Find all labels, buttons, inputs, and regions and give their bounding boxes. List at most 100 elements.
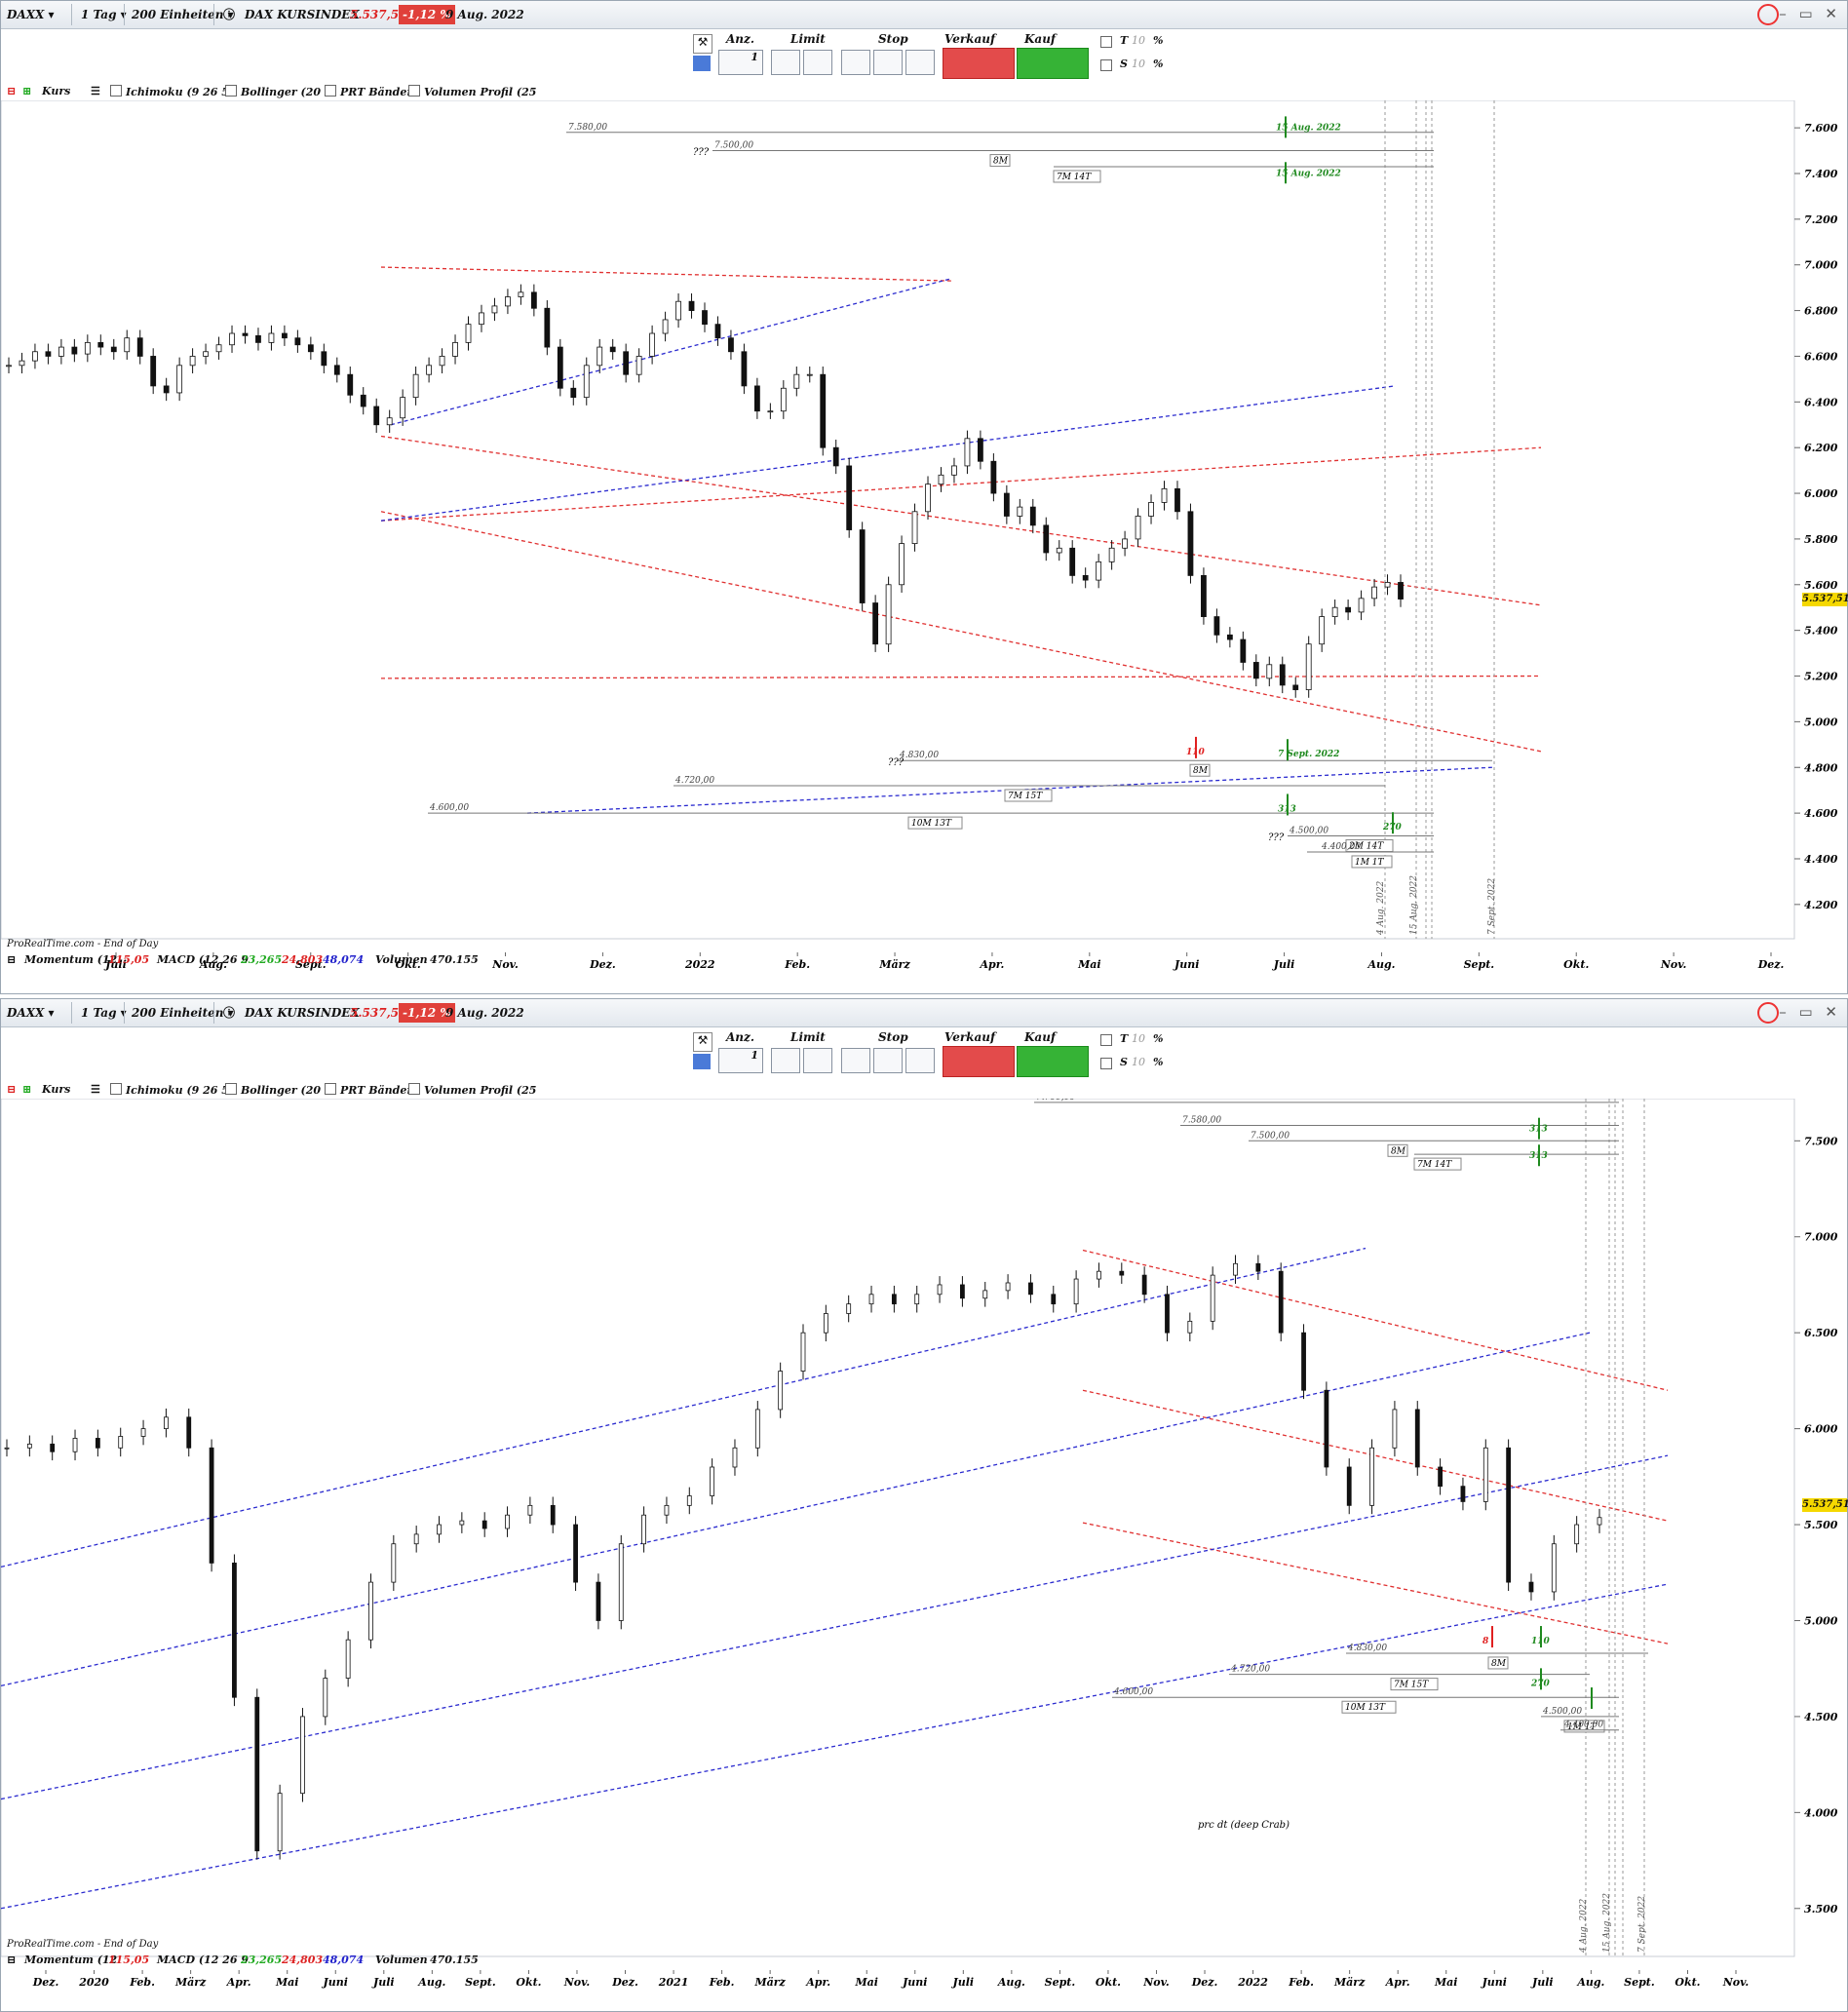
info-icon[interactable]: ⓘ — [223, 8, 236, 21]
t-checkbox-2[interactable] — [1100, 1034, 1112, 1046]
t-checkbox[interactable] — [1100, 36, 1112, 48]
stop-both-button-2[interactable] — [905, 1048, 935, 1073]
buy-market-button-2[interactable] — [1017, 1046, 1089, 1077]
stop-buy-button-2[interactable] — [841, 1048, 870, 1073]
t-pct-2: % — [1153, 1032, 1164, 1045]
list-icon[interactable]: ☰ — [91, 85, 100, 97]
stop-sell-button[interactable] — [873, 50, 903, 75]
indicator-ichimoku-2[interactable]: Ichimoku (9 26 52 — [110, 1083, 237, 1097]
indicator-volume-profile[interactable]: Volumen Profil (25 — [408, 85, 536, 98]
units-dropdown-2[interactable]: 200 Einheiten ▾ — [132, 1006, 234, 1020]
x-tick-label: Juni — [1173, 958, 1199, 971]
close-indicator-icon[interactable]: ⊟ — [7, 85, 17, 97]
t-pct: % — [1153, 34, 1164, 47]
volume-label-2[interactable]: Volumen — [375, 1954, 428, 1966]
indicator-prt-bands[interactable]: PRT Bänder — [325, 85, 412, 98]
indicator-bollinger[interactable]: Bollinger (20 2 — [225, 85, 331, 98]
qty-input[interactable]: 1 — [718, 50, 763, 75]
sell-market-button-2[interactable] — [943, 1046, 1015, 1077]
panel-icon-2[interactable]: ⊟ — [7, 1954, 17, 1966]
limit-buy-button[interactable] — [771, 50, 800, 75]
candle-body — [229, 332, 235, 346]
candle-body — [203, 351, 209, 357]
candle-body — [1029, 506, 1036, 526]
candle-body — [1528, 1581, 1534, 1593]
stop-buy-button[interactable] — [841, 50, 870, 75]
stop-sell-button-2[interactable] — [873, 1048, 903, 1073]
s-value-2[interactable]: 10 — [1132, 1056, 1145, 1068]
t-value-2[interactable]: 10 — [1132, 1032, 1145, 1045]
panel-icon[interactable]: ⊟ — [7, 953, 17, 966]
level-label: 4.720,00 — [1230, 1665, 1270, 1675]
keyboard-icon[interactable] — [693, 56, 711, 71]
price-chart-top[interactable]: 7.600 7.400 7.200 7.000 6.800 6.600 6.400 6.200… — [1, 100, 1848, 978]
candle-body — [373, 406, 380, 426]
candle-body — [1240, 638, 1247, 663]
volume-label[interactable]: Volumen — [375, 953, 428, 966]
info-icon-2[interactable]: ⓘ — [223, 1006, 236, 1020]
qty-input-2[interactable]: 1 — [718, 1048, 763, 1073]
candle-body — [368, 1581, 373, 1641]
candle-body — [1398, 582, 1404, 600]
stop-both-button[interactable] — [905, 50, 935, 75]
keyboard-icon-2[interactable] — [693, 1054, 711, 1069]
wrench-icon[interactable]: ⚒ — [693, 34, 712, 54]
level-label: 4.830,00 — [899, 751, 939, 760]
level-label: 7.500,00 — [714, 141, 753, 151]
window-controls[interactable]: – ▭ ✕ — [1779, 5, 1841, 22]
instrument-name-2: DAX KURSINDEX — [245, 1006, 360, 1020]
s-value[interactable]: 10 — [1132, 58, 1145, 70]
trend-line-red — [380, 675, 1542, 679]
y-tick-label: 7.600 — [1804, 122, 1838, 135]
quote-date-2: 9 Aug. 2022 — [445, 1006, 524, 1020]
buy-market-button[interactable] — [1017, 48, 1089, 79]
trend-line-red — [380, 435, 1542, 606]
momentum-label-2[interactable]: Momentum (12 — [24, 1954, 118, 1966]
indicator-volume-profile-2[interactable]: Volumen Profil (25 — [408, 1083, 536, 1097]
x-tick-label: Apr. — [980, 958, 1005, 971]
y-tick-label: 5.400 — [1804, 625, 1838, 638]
candle-body — [481, 1520, 487, 1529]
s-checkbox[interactable] — [1100, 59, 1112, 71]
limit-sell-button-2[interactable] — [803, 1048, 832, 1073]
units-dropdown[interactable]: 200 Einheiten ▾ — [132, 8, 234, 21]
candle-body — [518, 291, 524, 297]
candle-body — [1331, 606, 1338, 617]
indicator-kurs[interactable]: Kurs — [42, 85, 71, 97]
wrench-icon-2[interactable]: ⚒ — [693, 1032, 712, 1052]
date-marker-label: 7 Sept. 2022 — [1487, 878, 1497, 935]
t-value[interactable]: 10 — [1132, 34, 1145, 47]
list-icon-2[interactable]: ☰ — [91, 1083, 100, 1096]
add-indicator-icon[interactable]: ⊞ — [22, 85, 32, 97]
candle-body — [1324, 1389, 1329, 1468]
candle-body — [1201, 575, 1207, 617]
trend-line-blue — [1, 1332, 1591, 1687]
x-tick-label: Sept. — [465, 1976, 496, 1989]
macd-label-2[interactable]: MACD (12 26 9 — [157, 1954, 249, 1966]
price-chart-bottom[interactable]: 7.500 7.000 6.500 6.000 5.500 5.000 4.500 4.000… — [1, 1099, 1848, 1995]
interval-dropdown-2[interactable]: 1 Tag ▾ — [81, 1006, 127, 1020]
level-label: 7.500,00 — [1251, 1131, 1290, 1141]
close-indicator-icon-2[interactable]: ⊟ — [7, 1083, 17, 1096]
indicator-bollinger-2[interactable]: Bollinger (20 2 — [225, 1083, 331, 1097]
x-tick-label: Apr. — [805, 1976, 830, 1989]
macd-label[interactable]: MACD (12 26 9 — [157, 953, 249, 966]
indicator-kurs-2[interactable]: Kurs — [42, 1083, 71, 1096]
candle-body — [1028, 1282, 1033, 1296]
symbol-dropdown-2[interactable]: DAXX ▾ — [7, 1006, 55, 1020]
add-indicator-icon-2[interactable]: ⊞ — [22, 1083, 32, 1096]
candle-body — [1135, 516, 1141, 540]
indicator-prt-bands-2[interactable]: PRT Bänder — [325, 1083, 412, 1097]
momentum-label[interactable]: Momentum (12 — [24, 953, 118, 966]
symbol-dropdown[interactable]: DAXX ▾ — [7, 8, 55, 21]
window-controls-2[interactable]: – ▭ ✕ — [1779, 1003, 1841, 1021]
indicator-ichimoku[interactable]: Ichimoku (9 26 52 — [110, 85, 237, 98]
level-box — [1053, 170, 1101, 183]
interval-dropdown[interactable]: 1 Tag ▾ — [81, 8, 127, 21]
s-checkbox-2[interactable] — [1100, 1058, 1112, 1069]
candle-body — [58, 346, 64, 357]
limit-buy-button-2[interactable] — [771, 1048, 800, 1073]
x-tick-label: Nov. — [1722, 1976, 1750, 1989]
limit-sell-button[interactable] — [803, 50, 832, 75]
sell-market-button[interactable] — [943, 48, 1015, 79]
